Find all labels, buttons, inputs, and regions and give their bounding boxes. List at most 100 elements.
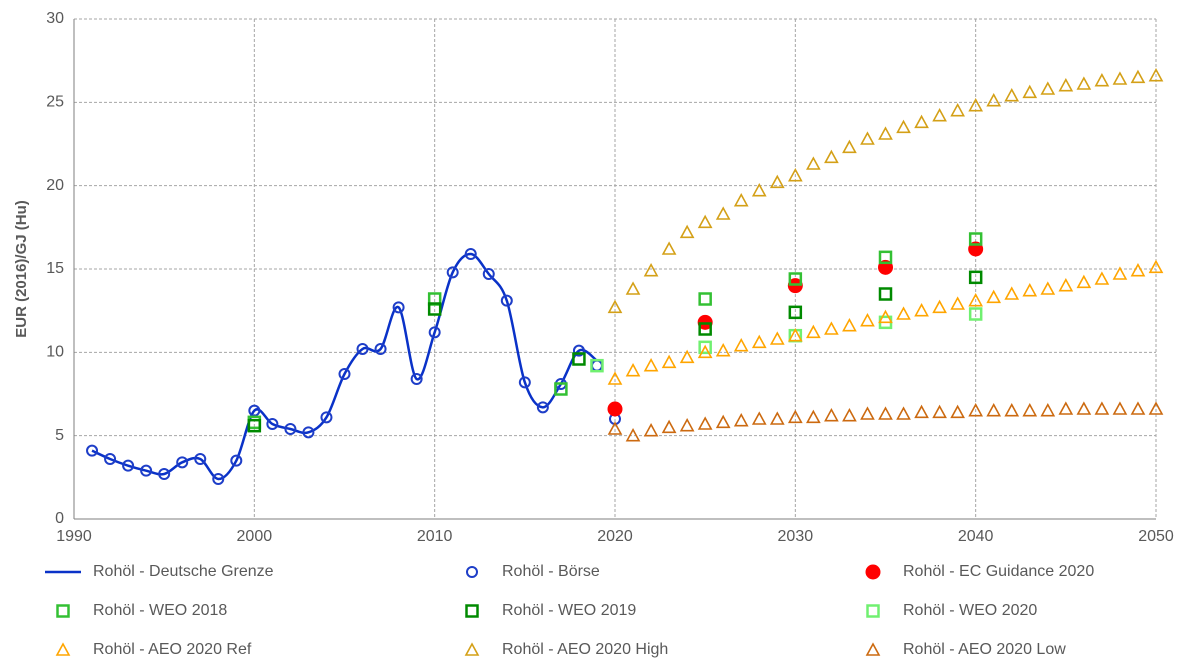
legend-label: Rohöl - Börse [502,563,600,580]
point [788,305,803,320]
point [302,426,315,439]
point [446,266,459,279]
point [698,292,712,306]
point [625,362,641,377]
point [842,139,857,154]
point [806,156,821,170]
x-tick-label: 2010 [417,528,453,545]
point [607,371,623,385]
point [1094,401,1110,415]
legend-swatch [865,642,881,656]
point [86,444,99,457]
point [1148,401,1164,415]
legend-swatch [466,566,478,578]
point [860,131,875,145]
point [392,301,405,314]
legend-swatch [865,564,881,580]
legend-label: Rohöl - WEO 2018 [93,602,227,619]
point [607,299,623,314]
point [1094,271,1110,285]
point [769,174,785,189]
point [968,270,983,285]
point [643,357,659,372]
x-tick-label: 2000 [237,528,273,545]
point [968,292,984,307]
point [338,368,351,380]
point [1112,266,1128,280]
point [590,359,603,372]
point [679,349,695,364]
point [1148,67,1164,82]
point [590,358,604,373]
point [715,206,731,220]
point [1076,274,1092,289]
point [1112,71,1128,85]
point [878,287,893,301]
point [751,182,767,197]
point [1094,72,1110,87]
point [914,114,929,129]
y-axis-label: EUR (2016)/GJ (Hu) [13,200,30,338]
point [914,404,929,419]
point [625,281,641,295]
point [769,411,785,425]
point [878,250,893,265]
point [122,459,135,472]
legend-label: Rohöl - EC Guidance 2020 [903,563,1094,580]
point [1022,402,1038,417]
point [824,407,839,422]
point [860,312,875,327]
point [536,401,549,414]
point [661,241,677,255]
point [661,354,677,369]
point [968,307,983,321]
point [824,149,839,164]
point [950,102,965,117]
point [661,419,677,434]
point [643,422,659,437]
point [410,373,423,385]
legend-label: Rohöl - AEO 2020 Ref [93,641,252,658]
point [733,192,749,207]
point [607,401,623,417]
legend-swatch [465,604,479,618]
point [986,402,1002,417]
point [878,309,893,324]
point [572,352,586,366]
y-tick-label: 10 [46,344,64,361]
point [500,294,513,307]
point [554,382,568,396]
point [787,409,803,424]
point [733,412,749,427]
x-tick-label: 2020 [597,528,633,545]
point [698,340,712,355]
point [896,406,911,420]
point [896,119,911,134]
point [194,453,207,465]
point [878,126,893,140]
legend-swatch [55,642,71,656]
point [1004,286,1020,300]
point [284,423,297,435]
point [788,272,803,286]
point [1022,84,1038,99]
point [860,406,875,420]
point [320,411,333,424]
point [1148,259,1164,274]
point [1076,76,1092,90]
y-tick-label: 30 [46,10,64,27]
point [1058,77,1074,92]
point [1058,277,1074,292]
legend-swatch [56,604,70,618]
y-tick-label: 5 [55,427,64,444]
point [643,262,659,277]
point [697,416,713,430]
point [806,324,821,339]
point [266,418,279,430]
point [572,344,585,357]
point [1076,401,1092,415]
point [932,107,947,122]
point [176,456,189,469]
point [230,454,243,467]
point [1040,81,1056,95]
